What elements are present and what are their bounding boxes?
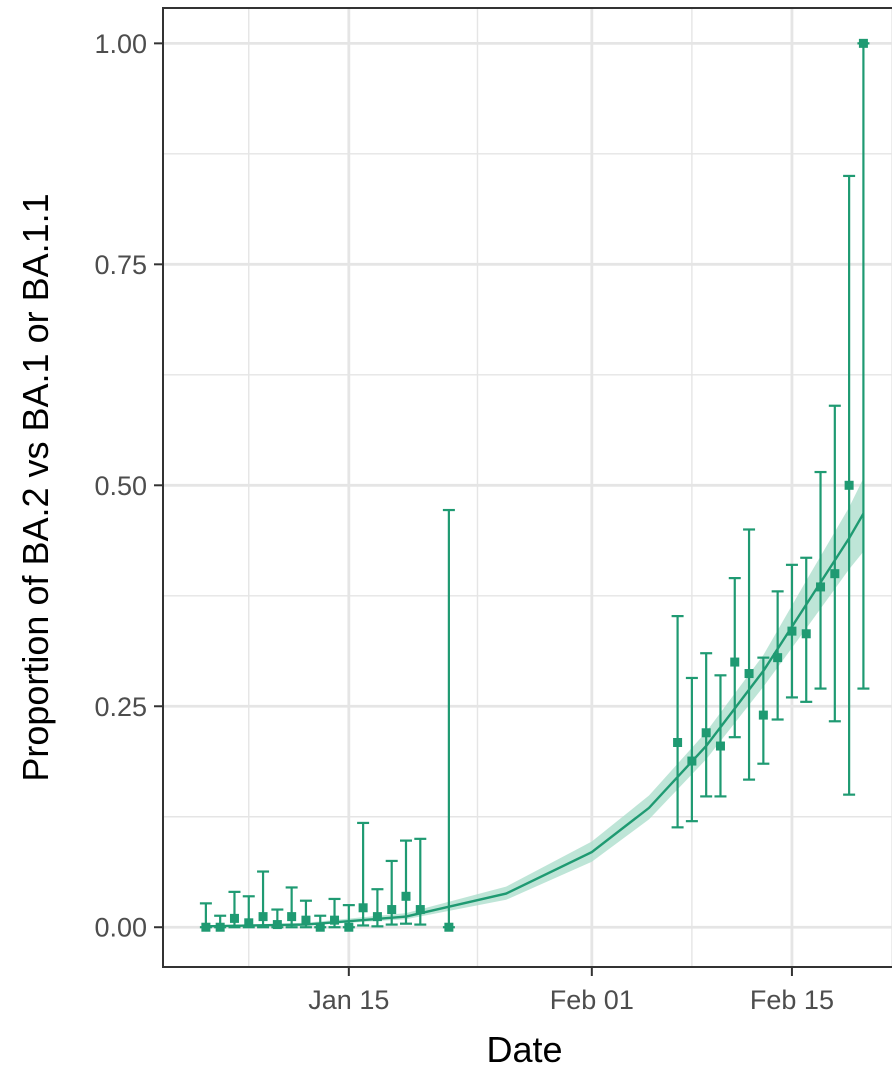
y-tick-label: 1.00	[94, 29, 147, 59]
data-point	[415, 905, 425, 915]
data-point	[344, 922, 354, 932]
error-bar	[700, 652, 713, 798]
error-bar	[671, 615, 684, 829]
data-points	[201, 38, 868, 932]
data-point	[773, 653, 783, 663]
data-point	[444, 922, 454, 932]
error-bar	[285, 886, 298, 929]
fit-ribbon-layer	[205, 478, 864, 928]
data-point	[358, 903, 368, 913]
y-tick-label: 0.75	[94, 250, 147, 280]
y-tick-label: 0.50	[94, 471, 147, 501]
data-point	[744, 669, 754, 679]
data-point	[715, 741, 725, 751]
y-axis-title: Proportion of BA.2 vs BA.1 or BA.1.1	[15, 193, 56, 781]
fit-curve	[205, 512, 865, 928]
fit-curve-layer	[205, 512, 865, 928]
x-tick-label: Jan 15	[308, 985, 389, 1015]
error-bar	[828, 404, 841, 723]
error-bar	[400, 839, 412, 925]
error-bar	[714, 674, 727, 798]
data-point	[272, 920, 282, 930]
data-point	[687, 756, 697, 766]
error-bar	[442, 508, 455, 929]
error-bar	[685, 676, 698, 823]
x-axis-title: Date	[486, 1029, 562, 1070]
panel-border	[162, 7, 892, 968]
data-point	[244, 918, 254, 928]
x-tick-label: Feb 15	[750, 985, 834, 1015]
data-point	[330, 915, 340, 925]
data-point	[287, 912, 297, 922]
fit-ribbon	[205, 478, 864, 928]
error-bar	[743, 528, 756, 781]
data-point	[201, 922, 211, 932]
data-point	[858, 38, 868, 48]
data-point	[229, 913, 239, 923]
axes: 0.00 0.25 0.50 0.75 1.00 Jan 15 Feb 01 Feb 15	[94, 29, 834, 1015]
data-point	[758, 710, 768, 720]
x-tick-label: Feb 01	[550, 985, 634, 1015]
y-tick-label: 0.00	[94, 913, 147, 943]
data-point	[787, 626, 797, 636]
data-point	[372, 912, 382, 922]
data-point	[730, 657, 740, 667]
grid	[163, 8, 892, 967]
data-point	[401, 891, 411, 901]
data-point	[315, 922, 325, 932]
error-bar	[814, 470, 827, 690]
data-point	[387, 905, 397, 915]
data-point	[301, 915, 311, 925]
data-point	[844, 480, 854, 490]
error-bar	[857, 42, 870, 690]
data-point	[215, 922, 225, 932]
data-point	[830, 569, 840, 579]
data-point	[701, 728, 711, 738]
y-tick-label: 0.25	[94, 692, 147, 722]
data-point	[673, 737, 683, 747]
data-point	[816, 582, 826, 592]
data-point	[258, 912, 268, 922]
data-point	[801, 629, 811, 639]
